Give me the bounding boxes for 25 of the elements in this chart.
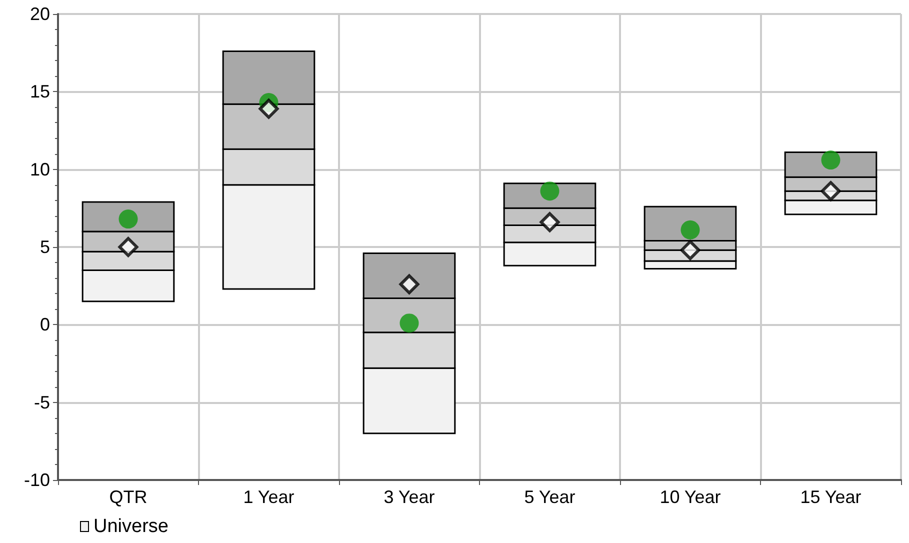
y-tick-label: 20 [30,4,50,24]
x-tick-label: QTR [109,487,148,507]
y-tick-label: 0 [40,314,50,335]
point [680,240,700,260]
point [821,150,840,170]
legend-label: Universe [94,516,168,537]
y-tick-label: 15 [30,82,50,102]
point [400,314,419,333]
y-tick-label: -10 [24,470,50,490]
y-tick-label: 5 [40,237,50,257]
point [258,98,279,119]
x-tick-label: 1 Year [243,487,294,507]
y-tick-label: -5 [34,392,50,412]
point [820,181,841,202]
point [118,237,138,257]
y-tick-label: 10 [30,159,50,180]
point [540,182,560,201]
point [540,212,560,232]
point [680,220,700,240]
x-tick-label: 10 Year [660,487,721,507]
point [399,274,420,294]
point [118,210,138,229]
x-tick-label: 5 Year [524,487,576,507]
x-tick-label: 3 Year [384,487,435,507]
x-tick-label: 15 Year [800,487,862,507]
